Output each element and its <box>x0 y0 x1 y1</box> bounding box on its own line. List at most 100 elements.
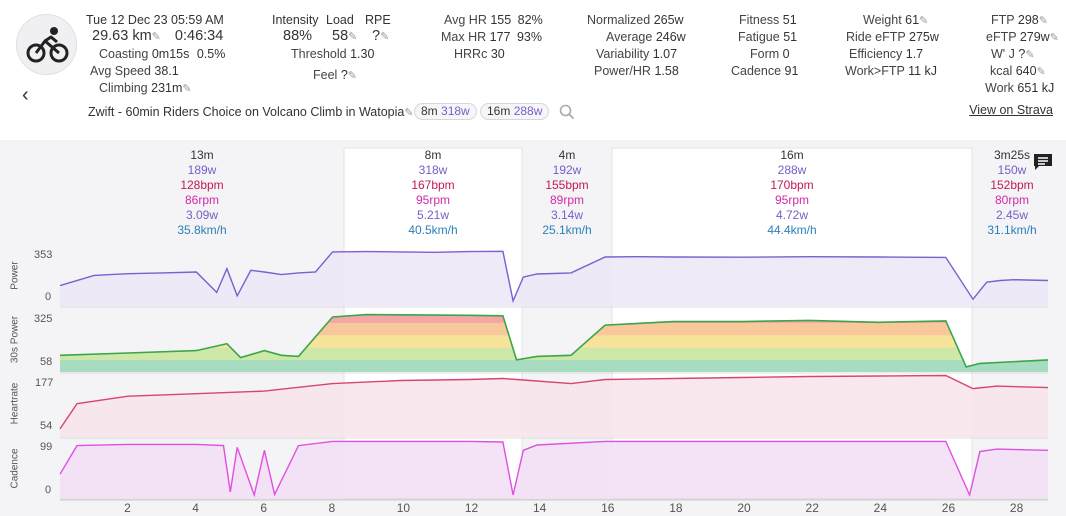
cadence-stat-label: Cadence <box>731 64 782 78</box>
cycling-avatar <box>16 14 77 75</box>
x-tick-label: 2 <box>124 501 131 515</box>
rpe-value-row[interactable]: ?✎ <box>372 28 389 45</box>
form-value: 0 <box>782 47 790 61</box>
pill-duration: 16m <box>487 104 511 118</box>
power-min-tick: 0 <box>45 291 52 303</box>
hrrc-value: 30 <box>490 47 505 61</box>
pill-power: 318w <box>441 104 470 118</box>
ftp-label: FTP <box>991 13 1015 27</box>
activity-name-row[interactable]: Zwift - 60min Riders Choice on Volcano C… <box>88 104 424 121</box>
ride-eftp-label: Ride eFTP <box>846 30 906 44</box>
fatigue-label: Fatigue <box>738 30 780 44</box>
average-label: Average <box>606 30 653 44</box>
coasting-label: Coasting <box>99 47 149 61</box>
power-series-area <box>60 251 1048 306</box>
cadence-stat-value: 91 <box>784 64 799 78</box>
ride-eftp-row: Ride eFTP 275w <box>846 29 939 45</box>
best-effort-pill-8m[interactable]: 8m 318w <box>414 103 477 120</box>
fatigue-value: 51 <box>783 30 798 44</box>
interval-summary[interactable]: 16m 288w 170bpm 95rpm 4.72w 44.4km/h <box>612 148 972 238</box>
climbing-row: Climbing 231m✎ <box>99 80 192 97</box>
kcal-row[interactable]: kcal 640✎ <box>990 63 1046 80</box>
edit-pencil-icon[interactable]: ✎ <box>380 31 390 43</box>
variability-value: 1.07 <box>652 47 678 61</box>
edit-pencil-icon[interactable]: ✎ <box>1049 32 1059 44</box>
edit-pencil-icon[interactable]: ✎ <box>1025 49 1035 61</box>
max-hr-pct: 93% <box>516 30 543 44</box>
edit-pencil-icon[interactable]: ✎ <box>182 83 192 95</box>
activity-name[interactable]: Zwift - 60min Riders Choice on Volcano C… <box>88 105 405 119</box>
interval-summary[interactable]: 13m 189w 128bpm 86rpm 3.09w 35.8km/h <box>60 148 344 238</box>
distance-value[interactable]: 29.63 km <box>92 28 152 44</box>
view-on-strava-link[interactable]: View on Strava <box>969 103 1053 117</box>
back-chevron-icon[interactable]: ‹ <box>22 84 29 106</box>
avg-speed-label: Avg Speed <box>90 64 151 78</box>
hrrc-row: HRRc 30 <box>454 46 505 62</box>
wprime-label: W' J <box>991 47 1015 61</box>
interval-summary[interactable]: 4m 192w 155bpm 89rpm 3.14w 25.1km/h <box>522 148 612 238</box>
avg-speed-value: 38.1 <box>154 64 179 78</box>
avg-hr-label: Avg HR <box>444 13 487 27</box>
normalized-row: Normalized 265w <box>587 12 684 28</box>
interval-speed: 31.1km/h <box>987 223 1037 237</box>
interval-cadence: 95rpm <box>774 193 809 207</box>
interval-cadence: 80rpm <box>994 193 1029 207</box>
wprime-row[interactable]: W' J ?✎ <box>991 46 1035 63</box>
variability-row: Variability 1.07 <box>596 46 677 62</box>
feel-row[interactable]: Feel ?✎ <box>313 67 357 84</box>
x-tick-label: 10 <box>396 501 411 515</box>
activity-charts[interactable] <box>0 140 1066 516</box>
interval-speed: 35.8km/h <box>177 223 227 237</box>
comment-icon[interactable] <box>1032 152 1054 172</box>
x-tick-label: 14 <box>532 501 547 515</box>
x-tick-label: 24 <box>873 501 887 515</box>
hrrc-label: HRRc <box>454 47 488 61</box>
edit-pencil-icon[interactable]: ✎ <box>347 70 357 82</box>
work-ftp-row: Work>FTP 11 kJ <box>845 63 937 79</box>
x-tick-label: 22 <box>805 501 819 515</box>
heartrate-axis-label: Heartrate <box>9 382 21 425</box>
ftp-row[interactable]: FTP 298✎ <box>991 12 1048 29</box>
max-hr-label: Max HR <box>441 30 487 44</box>
pill-power: 288w <box>513 104 543 118</box>
edit-pencil-icon[interactable]: ✎ <box>1036 66 1046 78</box>
interval-speed: 40.5km/h <box>408 223 458 237</box>
eftp-value: 279w <box>1019 30 1050 44</box>
edit-pencil-icon[interactable]: ✎ <box>151 31 161 43</box>
cadence-axis-label: Cadence <box>9 448 21 489</box>
weight-value: 61 <box>905 13 920 27</box>
interval-duration: 8m <box>424 148 442 162</box>
edit-pencil-icon[interactable]: ✎ <box>1038 15 1048 27</box>
power30-min-tick: 58 <box>40 356 53 368</box>
distance-row[interactable]: 29.63 km✎ 0:46:34 <box>92 28 223 45</box>
interval-summary[interactable]: 8m 318w 167bpm 95rpm 5.21w 40.5km/h <box>344 148 522 238</box>
interval-wkg: 4.72w <box>775 208 809 222</box>
work-row: Work 651 kJ <box>985 80 1054 96</box>
weight-row[interactable]: Weight 61✎ <box>863 12 928 29</box>
bike-icon <box>26 27 69 63</box>
edit-pencil-icon[interactable]: ✎ <box>919 15 929 27</box>
edit-pencil-icon[interactable]: ✎ <box>404 107 414 119</box>
heartrate-series-line <box>59 374 1049 430</box>
x-tick-label: 6 <box>260 501 268 515</box>
feel-label: Feel <box>313 68 338 82</box>
interval-speed: 44.4km/h <box>767 223 817 237</box>
work-value: 651 kJ <box>1017 81 1055 95</box>
edit-pencil-icon[interactable]: ✎ <box>348 31 358 43</box>
threshold-row: Threshold 1.30 <box>291 46 374 62</box>
kcal-label: kcal <box>990 64 1013 78</box>
best-effort-pill-16m[interactable]: 16m 288w <box>480 103 550 120</box>
form-row: Form 0 <box>750 46 790 62</box>
load-label: Load <box>326 13 354 27</box>
interval-summary[interactable]: 3m25s 150w 152bpm 80rpm 2.45w 31.1km/h <box>972 148 1052 238</box>
eftp-row[interactable]: eFTP 279w✎ <box>986 29 1059 46</box>
interval-power: 150w <box>997 163 1027 177</box>
rpe-label: RPE <box>365 13 391 27</box>
interval-heartrate: 155bpm <box>545 178 589 192</box>
activity-header: ‹ Tue 12 Dec 23 05:59 AM 29.63 km✎ 0:46:… <box>0 0 1066 140</box>
load-value-row[interactable]: 58✎ <box>332 28 357 45</box>
search-icon[interactable] <box>559 104 575 120</box>
coasting-pct: 0.5% <box>196 47 226 61</box>
efficiency-label: Efficiency <box>849 47 903 61</box>
fitness-label: Fitness <box>739 13 780 27</box>
